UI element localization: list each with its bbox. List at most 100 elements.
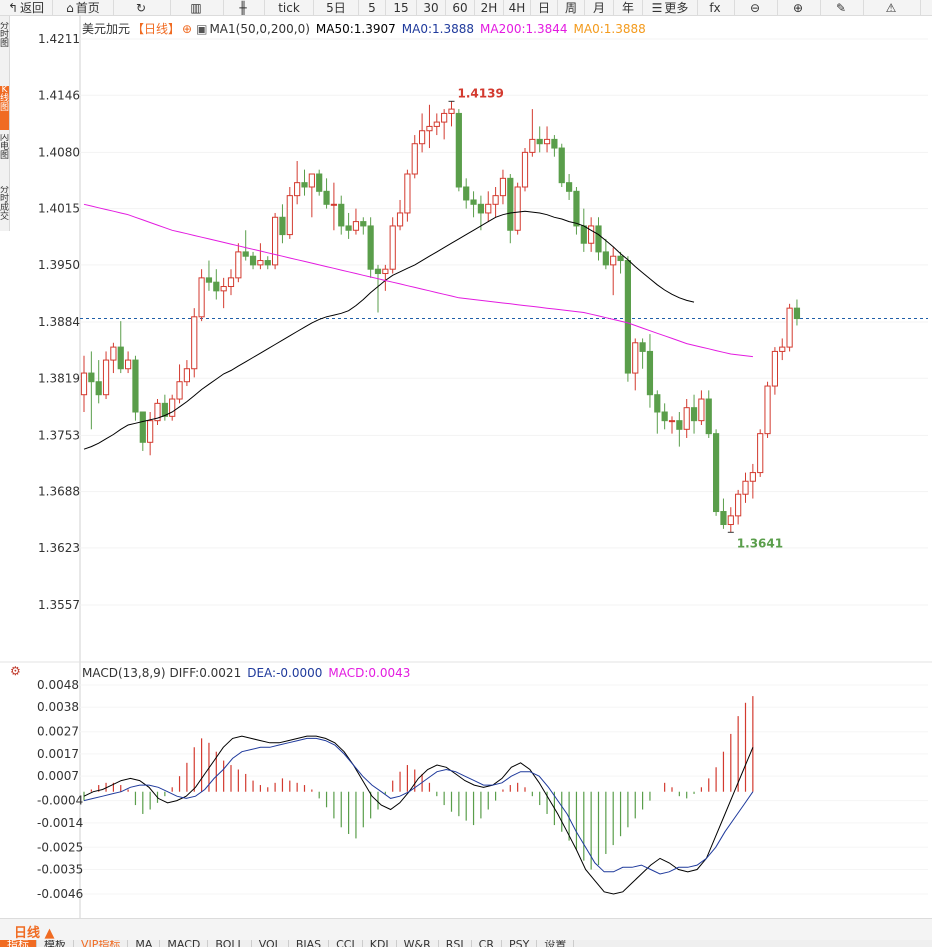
toolbar-item-4[interactable]: ╫ (224, 0, 265, 15)
indicator-tab-14[interactable]: 设置 (537, 940, 575, 947)
toolbar-item-9[interactable]: 30 (417, 0, 446, 15)
candle-body (485, 203, 492, 214)
period-button[interactable]: 日线 ▲ (14, 926, 55, 941)
toolbar-item-19[interactable]: ⊖ (735, 0, 778, 15)
price-tick-label: 1.3950 (38, 258, 80, 272)
candle-body (470, 199, 477, 205)
refresh-icon: ↻ (135, 0, 147, 15)
toolbar-item-18[interactable]: fx (698, 0, 735, 15)
toolbar-label: 5 (368, 0, 376, 15)
candle-body (566, 182, 573, 192)
indicator-tab-6[interactable]: VOL (252, 940, 289, 947)
toolbar-item-6[interactable]: 5日 (314, 0, 359, 15)
toolbar-item-13[interactable]: 日 (531, 0, 558, 15)
view-tab-1[interactable]: K线图 (0, 86, 9, 130)
toolbar-item-14[interactable]: 周 (558, 0, 585, 15)
toolbar-label: 返回 (20, 1, 45, 15)
candle-body (374, 268, 382, 275)
toolbar-item-7[interactable]: 5 (359, 0, 386, 15)
indicator-icon[interactable]: ▣ (196, 22, 208, 36)
indicator-tab-7[interactable]: BIAS (289, 940, 330, 947)
macd-tick-label: 0.0038 (37, 700, 79, 714)
view-tab-2[interactable]: 闪电图 (0, 134, 9, 161)
toolbar-item-11[interactable]: 2H (475, 0, 504, 15)
toolbar-item-0[interactable]: ↰ 返回 (0, 0, 53, 15)
settings-icon[interactable]: ⊕ (182, 22, 193, 36)
view-tab-3[interactable]: 分时成交 (0, 186, 9, 222)
candle-body (683, 407, 690, 430)
ma-line-ma50 (83, 210, 695, 450)
macd-value: MACD:0.0043 (328, 666, 411, 680)
candle-body (125, 359, 132, 370)
indicator-tab-2[interactable]: VIP指标 (74, 940, 129, 947)
candle-body (735, 493, 742, 517)
toolbar-item-3[interactable]: ▥ (171, 0, 224, 15)
toolbar-label: 周 (564, 1, 577, 15)
candle-body (352, 221, 360, 231)
price-tick-label: 1.3753 (38, 428, 80, 442)
price-tick-label: 1.4080 (38, 145, 80, 159)
candle-body (191, 316, 198, 370)
candle-body (345, 225, 352, 231)
candle-body (220, 286, 227, 292)
candle-body (441, 112, 448, 123)
candle-body (492, 195, 499, 205)
toolbar-item-15[interactable]: 月 (585, 0, 614, 15)
candle-body (448, 108, 455, 114)
indicator-tab-3[interactable]: MA (128, 940, 161, 947)
toolbar-item-1[interactable]: ⌂ 首页 (53, 0, 114, 15)
candle-body (507, 177, 514, 231)
toolbar-label: 月 (592, 1, 605, 15)
candle-body (316, 173, 323, 192)
toolbar-item-2[interactable]: ↻ (114, 0, 171, 15)
candle-body (727, 515, 734, 526)
candle-body (161, 402, 168, 417)
candle-body (551, 138, 558, 149)
candle-body (705, 398, 712, 435)
candle-body (110, 346, 117, 361)
toolbar-item-21[interactable]: ✎ (821, 0, 864, 15)
candle-body (632, 342, 639, 374)
price-tick-label: 1.4015 (38, 202, 80, 216)
indicator-tabs: 指标 模板 VIP指标 MA MACD BOLL VOL BIAS CCI KDJ W&R RSI CR… (0, 940, 932, 947)
candle-body (588, 225, 595, 244)
toolbar-item-22[interactable]: ⚠ (864, 0, 921, 15)
indicator-tab-10[interactable]: W&R (397, 940, 439, 947)
toolbar-item-10[interactable]: 60 (446, 0, 475, 15)
toolbar-item-5[interactable]: tick (265, 0, 314, 15)
macd-tick-label: -0.0035 (37, 863, 83, 877)
candle-body (95, 381, 102, 396)
indicator-tab-4[interactable]: MACD (160, 940, 209, 947)
candle-body (698, 398, 705, 422)
toolbar-item-20[interactable]: ⊕ (778, 0, 821, 15)
price-tick-label: 1.4146 (38, 88, 80, 102)
toolbar-item-17[interactable]: ☰ 更多 (643, 0, 698, 15)
candle-body (88, 372, 95, 383)
indicator-tab-0[interactable]: 指标 (0, 940, 37, 947)
toolbar-label: 30 (423, 0, 439, 15)
high-price-label: 1.4139 (458, 86, 504, 100)
indicator-tab-9[interactable]: KDJ (363, 940, 397, 947)
candle-body (235, 251, 242, 279)
indicator-tab-11[interactable]: RSI (439, 940, 472, 947)
ma0-value: MA0:1.3888 (401, 22, 474, 36)
candle-body (198, 277, 205, 318)
toolbar-item-12[interactable]: 4H (504, 0, 531, 15)
candle-body (169, 398, 176, 417)
indicator-tab-1[interactable]: 模板 (37, 940, 74, 947)
indicator-tab-8[interactable]: CCI (329, 940, 363, 947)
warning-icon: ⚠ (885, 0, 897, 15)
candle-body (301, 182, 308, 188)
toolbar-item-8[interactable]: 15 (386, 0, 417, 15)
indicator-tab-5[interactable]: BOLL (208, 940, 252, 947)
view-mode-strip: 分时图 K线图闪电图分时成交 (0, 16, 10, 231)
toolbar-item-16[interactable]: 年 (614, 0, 643, 15)
indicator-tab-13[interactable]: PSY (502, 940, 538, 947)
indicator-tab-12[interactable]: CR (472, 940, 502, 947)
candle-body (639, 342, 646, 352)
settings-gear-icon[interactable]: ⚙ (10, 664, 21, 678)
candle-body (573, 190, 580, 227)
view-tab-0[interactable]: 分时图 (0, 22, 9, 49)
candle-body (249, 255, 257, 266)
